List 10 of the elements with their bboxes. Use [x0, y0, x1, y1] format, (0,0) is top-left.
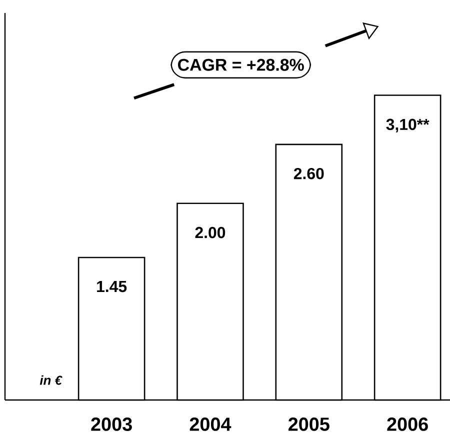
x-tick-label: 2006: [387, 418, 428, 431]
text: CAGR = +28.8%: [178, 58, 304, 71]
data-label: 2.60: [294, 168, 324, 180]
data-label: 1.45: [97, 280, 127, 292]
data-label: 3,10**: [386, 118, 430, 132]
x-tick-label: 2003: [91, 418, 132, 431]
x-tick-label: 2005: [288, 418, 330, 431]
x-tick-label: 2004: [190, 418, 232, 431]
data-label: 2.00: [195, 226, 226, 238]
annotation: in €: [40, 375, 62, 385]
